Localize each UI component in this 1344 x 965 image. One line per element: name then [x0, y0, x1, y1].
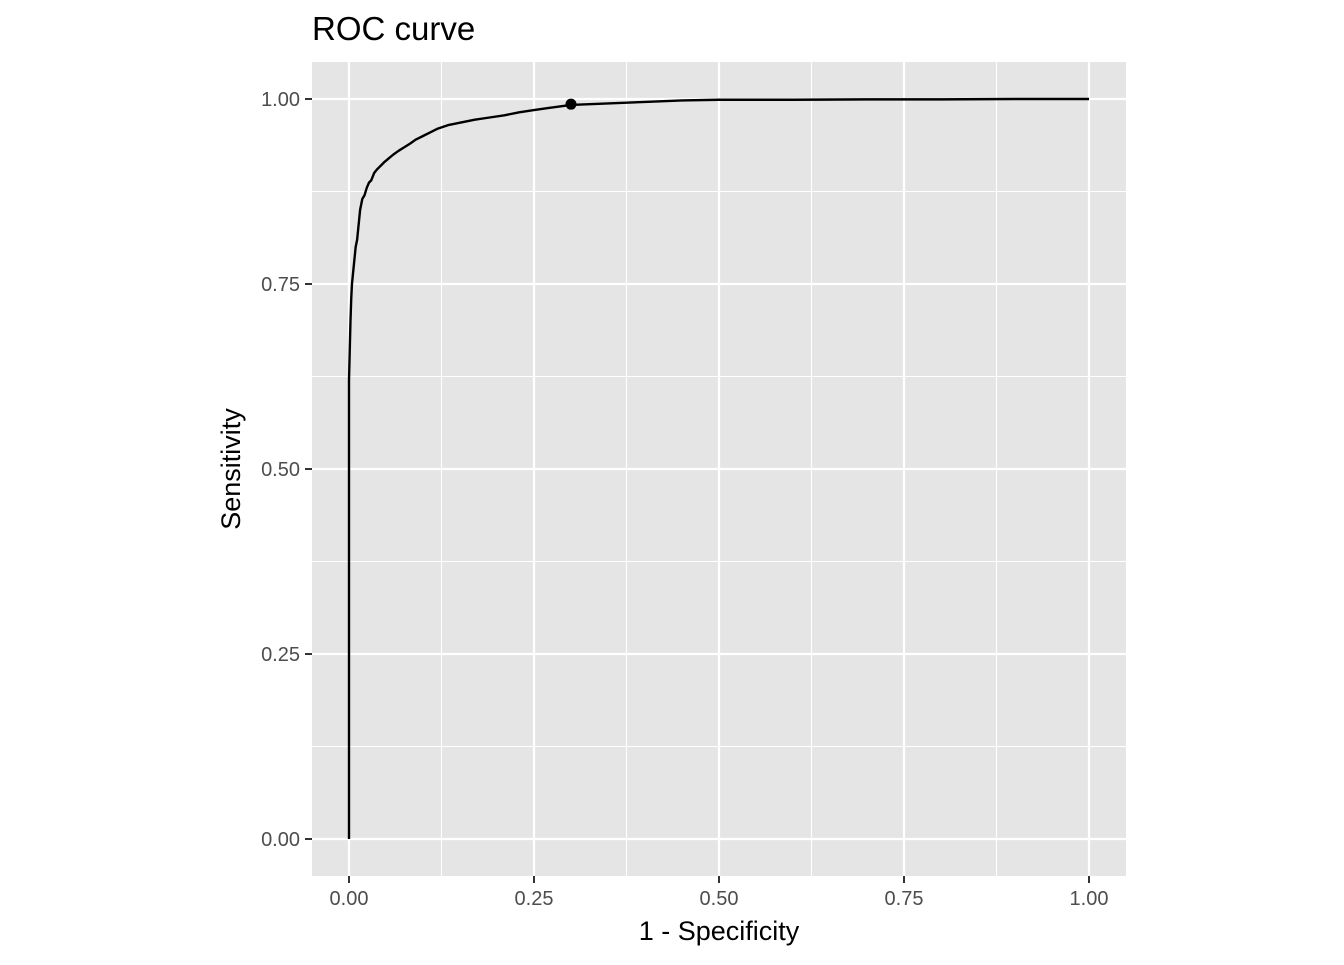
y-tick-label: 1.00: [261, 89, 300, 111]
y-tick-label: 0.25: [261, 644, 300, 666]
x-tick-label: 0.75: [885, 888, 924, 910]
x-axis-title: 1 - Specificity: [639, 916, 800, 946]
y-tick-label: 0.50: [261, 459, 300, 481]
y-tick-label: 0.75: [261, 274, 300, 296]
chart-title: ROC curve: [312, 10, 475, 47]
y-tick-label: 0.00: [261, 829, 300, 851]
optimal-threshold-point: [565, 98, 577, 110]
x-tick-label: 0.00: [330, 888, 369, 910]
y-axis: 0.00 0.25 0.50 0.75 1.00: [261, 89, 312, 851]
x-tick-label: 0.25: [515, 888, 554, 910]
x-axis: 0.00 0.25 0.50 0.75 1.00: [330, 876, 1109, 910]
y-axis-title: Sensitivity: [216, 408, 246, 530]
x-tick-label: 1.00: [1070, 888, 1109, 910]
major-gridlines: [312, 62, 1126, 876]
x-tick-label: 0.50: [700, 888, 739, 910]
roc-curve-line: [347, 97, 1089, 839]
